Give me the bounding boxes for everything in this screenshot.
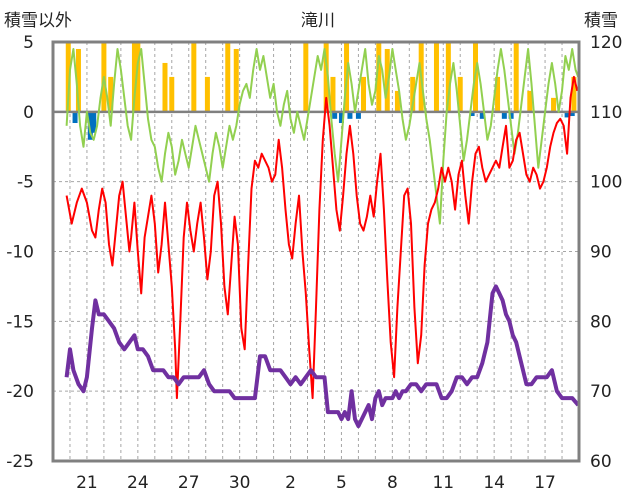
left-tick-label: -20 xyxy=(6,382,34,402)
right-axis-ticks: 120 110 100 90 80 70 60 xyxy=(590,33,622,472)
bar xyxy=(204,76,210,112)
left-tick-label: -10 xyxy=(6,243,34,263)
bar xyxy=(469,111,475,117)
bar xyxy=(501,111,507,119)
x-tick-label: 21 xyxy=(76,473,98,493)
x-tick-label: 14 xyxy=(483,473,505,493)
right-tick-label: 70 xyxy=(590,382,612,402)
right-axis-title: 積雪 xyxy=(584,11,618,31)
x-tick-label: 30 xyxy=(229,473,251,493)
x-tick-label: 11 xyxy=(432,473,454,493)
x-tick-label: 17 xyxy=(534,473,556,493)
left-tick-label: -15 xyxy=(6,312,34,332)
bar xyxy=(191,42,197,112)
bar xyxy=(323,42,329,112)
left-tick-label: 5 xyxy=(23,33,34,53)
series-line xyxy=(65,75,579,400)
bar xyxy=(513,42,519,112)
bar xyxy=(551,97,557,112)
bar xyxy=(72,111,78,124)
x-tick-label: 5 xyxy=(336,473,347,493)
bar xyxy=(131,42,137,112)
left-axis-ticks: 5 0 -5 -10 -15 -20 -25 xyxy=(6,33,34,472)
bar xyxy=(338,111,344,124)
bar xyxy=(410,76,416,112)
bar xyxy=(75,48,81,112)
right-tick-label: 90 xyxy=(590,243,612,263)
bar xyxy=(65,42,71,112)
bar xyxy=(376,42,382,112)
bar xyxy=(162,62,168,112)
x-tick-label: 2 xyxy=(285,473,296,493)
bar xyxy=(108,76,114,112)
bar xyxy=(571,76,577,112)
left-tick-label: 0 xyxy=(23,103,34,123)
left-tick-label: -25 xyxy=(6,452,34,472)
bar xyxy=(233,48,239,112)
bar xyxy=(169,76,175,112)
bar xyxy=(347,111,353,119)
bar xyxy=(361,76,367,112)
series-line xyxy=(64,284,580,429)
right-tick-label: 60 xyxy=(590,452,612,472)
right-tick-label: 120 xyxy=(590,33,622,53)
right-tick-label: 110 xyxy=(590,103,622,123)
x-tick-label: 24 xyxy=(127,473,149,493)
bar xyxy=(495,76,501,112)
plot-border xyxy=(51,40,581,463)
x-tick-label: 8 xyxy=(387,473,398,493)
bar xyxy=(135,42,141,112)
bar xyxy=(330,76,336,112)
bar xyxy=(564,111,570,118)
bar xyxy=(87,111,93,140)
gridlines xyxy=(53,41,579,462)
left-axis-title: 積雪以外 xyxy=(4,11,72,31)
bar xyxy=(384,48,390,112)
bar xyxy=(332,111,338,119)
bar xyxy=(445,42,451,112)
x-axis-ticks: 21 24 27 30 2 5 8 11 14 17 xyxy=(76,473,556,493)
bar xyxy=(225,42,231,112)
x-tick-label: 27 xyxy=(178,473,200,493)
bar xyxy=(394,90,400,112)
bar xyxy=(457,76,463,112)
line-series xyxy=(64,48,580,429)
bar xyxy=(569,111,575,117)
left-tick-label: -5 xyxy=(17,173,34,193)
bar xyxy=(355,111,361,119)
bar xyxy=(508,111,514,119)
bar xyxy=(433,42,439,112)
right-tick-label: 80 xyxy=(590,312,612,332)
bar xyxy=(479,111,485,119)
series-line xyxy=(65,48,580,225)
chart-title: 滝川 xyxy=(301,11,335,31)
bar xyxy=(303,42,309,112)
bar xyxy=(527,90,533,112)
right-tick-label: 100 xyxy=(590,173,622,193)
bar xyxy=(91,111,97,133)
